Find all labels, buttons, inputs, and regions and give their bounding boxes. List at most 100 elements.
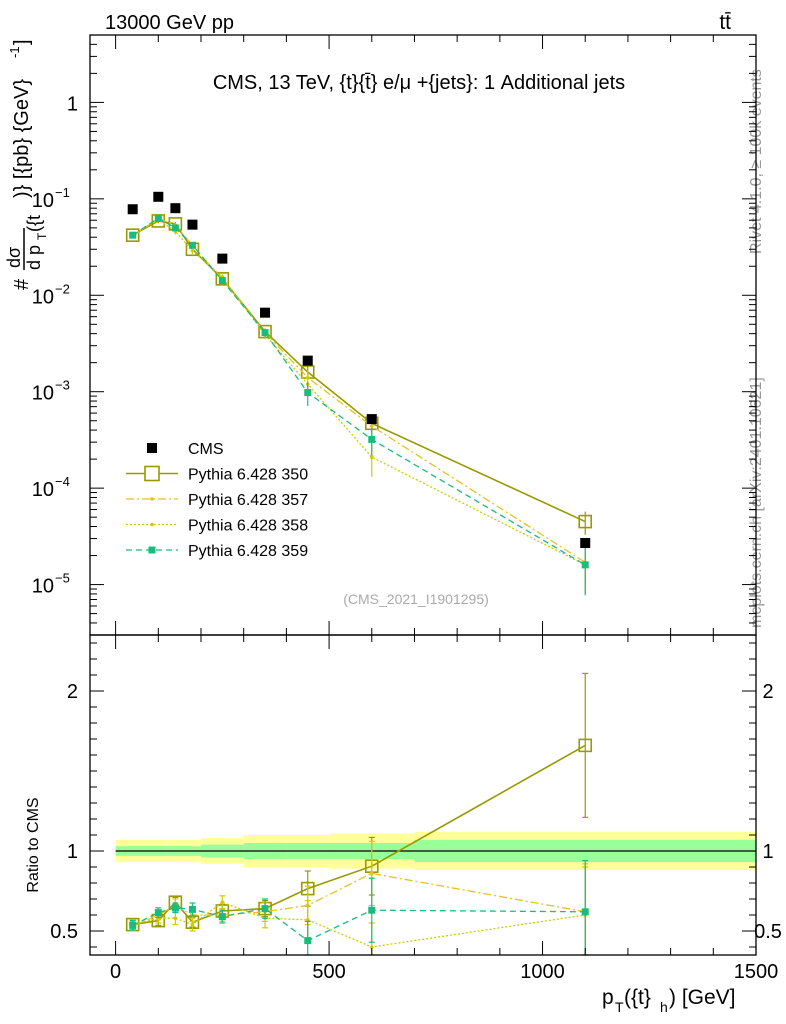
series-point [369,945,374,949]
series-point [304,937,312,945]
y-label-den-end: ({t [24,215,44,232]
x-label-main: p [602,986,614,1009]
y-tick-label-main: 10 [32,479,54,501]
x-label-end: ) [GeV] [669,986,736,1009]
series-line-main [132,217,586,566]
y-label-after: )} [{pb} {GeV} [11,79,33,198]
y-tick-label-main: 10 [32,286,54,308]
series-point [215,272,230,286]
series-line-ratio [132,872,586,927]
y-tick-label-main: 10 [32,190,54,212]
series-point [188,241,196,249]
series-point [369,424,374,428]
series-point [154,909,162,917]
chart-marks [125,191,593,956]
y-label-hash: # [11,278,33,290]
y-tick-exp-main: −3 [55,378,70,393]
legend-marker [150,497,154,501]
x-tick-label: 1500 [734,961,779,983]
series-point [305,918,310,922]
y-tick-label-main: 10 [32,383,54,405]
series-point [261,905,269,913]
y-label-den-sub: T [35,232,49,240]
header-right: tt̄ [719,11,731,34]
y-tick-exp-main: −4 [55,474,70,489]
ratio-panel [115,831,756,871]
series-point [304,389,312,397]
y-axis-label: # dσ d p T ({t )} [{pb} {GeV} -1 ] [4,39,49,290]
data-point-cms [366,414,377,425]
x-label-mid: ({t} [624,986,651,1009]
series-point [578,514,593,529]
series-point [171,224,179,232]
series-point [129,231,137,239]
series-point [218,277,226,285]
series-point [173,916,178,920]
data-point-cms [580,537,591,548]
x-tick-label: 500 [312,961,345,983]
y-tick-label-ratio-right: 2 [762,681,773,703]
legend-label: Pythia 6.428 350 [188,467,308,484]
ratio-y-label: Ratio to CMS [25,797,42,892]
chart-title: CMS, 13 TeV, {t}{t̄} e/μ +{jets}: 1 Addi… [213,72,625,94]
legend-marker [144,465,160,482]
y-label-exp: -1 [7,46,22,58]
legend-label: Pythia 6.428 358 [188,518,308,535]
series-point [581,908,589,916]
data-point-cms [127,204,138,215]
ratio-frame [89,634,757,956]
legend-marker [148,546,156,554]
y-tick-exp-main: −5 [55,571,70,586]
series-point [171,904,179,912]
y-label-den: d p [24,245,44,270]
series-point [578,738,593,753]
series-point [369,455,374,459]
y-tick-label-ratio: 1 [67,841,78,863]
data-point-cms [187,219,198,230]
legend: CMS Pythia 6.428 350 Pythia 6.428 357 Pythi… [126,441,308,560]
y-tick-label-main: 10 [32,576,54,598]
legend-label: Pythia 6.428 357 [188,492,308,509]
y-tick-label-ratio-right: 0.5 [754,921,782,943]
legend-label: Pythia 6.428 359 [188,543,308,560]
series-point [125,228,140,242]
legend-label-cms: CMS [188,441,224,458]
series-point [188,905,196,913]
series-line-main [132,217,586,563]
x-axis-label: p T ({t} h ) [GeV] [602,986,736,1015]
y-tick-label-ratio: 2 [67,681,78,703]
series-point [218,913,226,921]
series-point [190,248,195,253]
y-tick-exp-main: −2 [55,281,70,296]
y-tick-label-ratio: 0.5 [50,921,78,943]
series-point [154,214,162,222]
x-label-sub2: h [660,999,668,1015]
series-point [129,921,137,929]
y-label-close: ] [11,39,33,45]
x-tick-label: 1000 [520,961,565,983]
y-tick-exp-main: −1 [55,185,70,200]
series-point [368,435,376,443]
series-point [190,922,195,927]
x-label-sub1: T [615,999,624,1015]
series-point [220,900,225,904]
data-point-cms [153,191,164,202]
legend-marker-cms [147,443,157,453]
data-point-cms [302,355,313,366]
y-label-num: dσ [4,247,24,268]
header-left: 13000 GeV pp [105,12,234,34]
series-line-ratio [132,901,586,948]
data-point-cms [170,203,181,214]
series-point [368,906,376,914]
series-point [581,561,589,569]
x-tick-label: 0 [110,961,121,983]
series-line-main [132,218,586,566]
series-point [261,329,269,337]
data-point-cms [217,253,228,264]
series-line-ratio [132,907,586,942]
y-tick-label-ratio-right: 1 [762,841,773,863]
legend-marker [150,522,154,527]
data-point-cms [260,307,271,318]
